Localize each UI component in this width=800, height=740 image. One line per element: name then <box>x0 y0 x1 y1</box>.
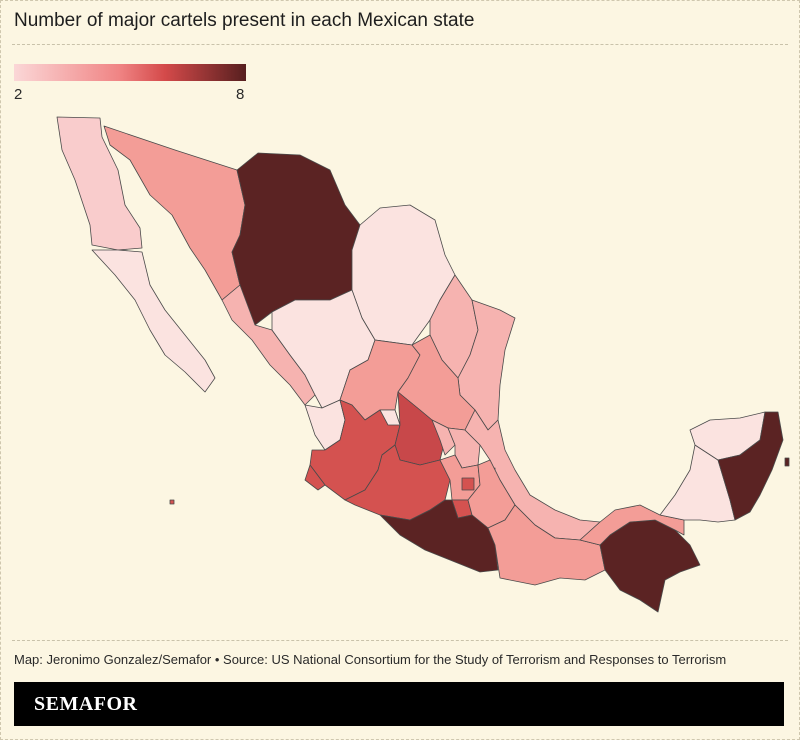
state-baja-california-sur <box>91 249 216 393</box>
source-divider <box>12 640 788 641</box>
state-cdmx <box>461 477 475 491</box>
legend-max-label: 8 <box>236 86 245 103</box>
state-chiapas <box>599 519 701 613</box>
source-credit: Map: Jeronimo Gonzalez/Semafor • Source:… <box>14 652 727 667</box>
mexico-choropleth-map <box>56 116 790 613</box>
island-cozumel <box>784 457 790 467</box>
brand-logo[interactable]: SEMAFOR <box>34 693 138 715</box>
footer-bar: SEMAFOR <box>14 682 784 726</box>
title-divider <box>12 44 788 45</box>
state-queretaro <box>431 419 456 456</box>
legend-color-ramp <box>14 64 246 81</box>
state-colima <box>304 464 326 491</box>
legend-min-label: 2 <box>14 86 23 103</box>
chart-title: Number of major cartels present in each … <box>14 10 475 31</box>
state-tabasco <box>579 504 685 546</box>
island-revillagigedo <box>169 499 175 505</box>
state-quintana-roo <box>717 411 784 521</box>
state-baja-california <box>56 116 143 251</box>
